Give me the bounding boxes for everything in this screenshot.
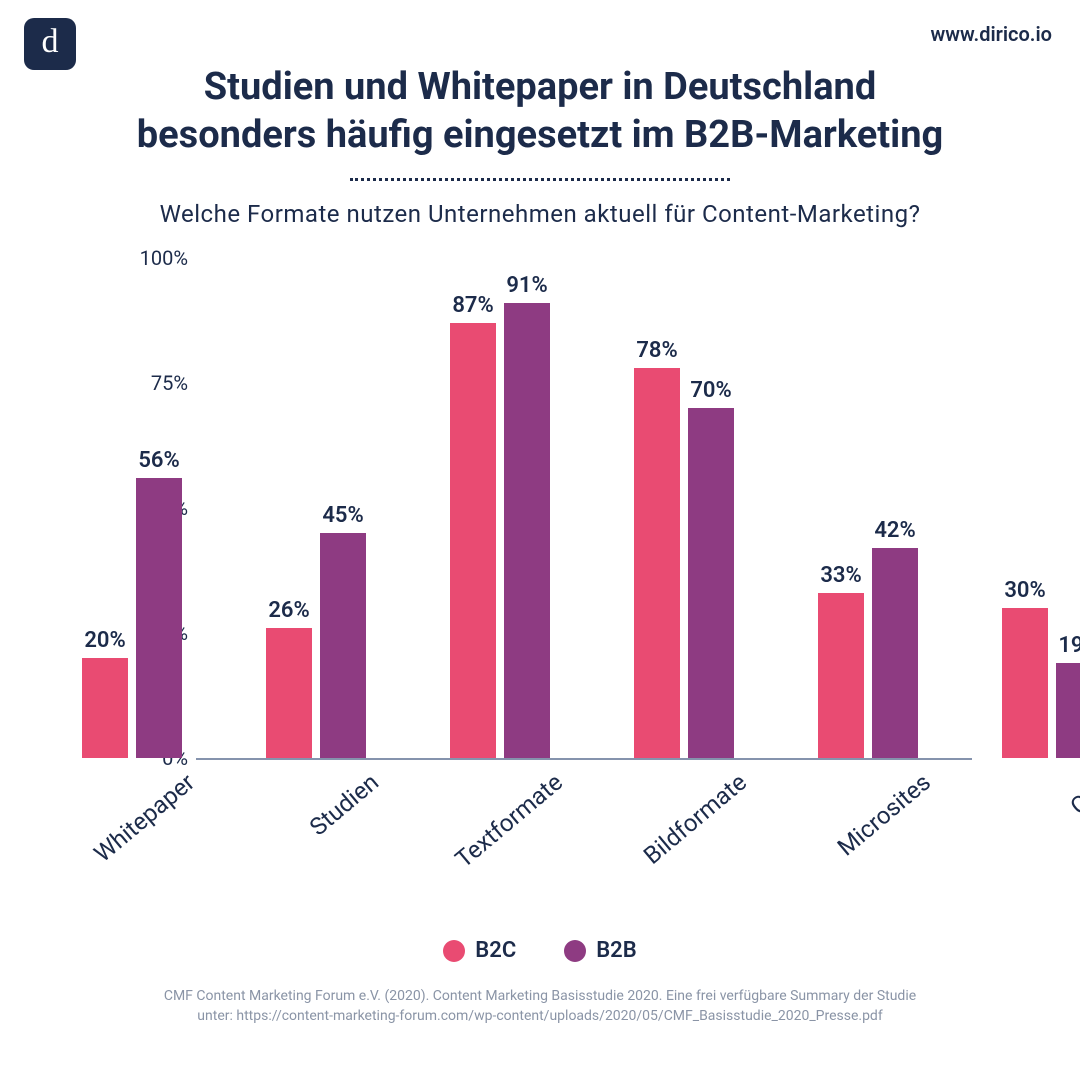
legend-item-b2c: B2C — [443, 938, 516, 963]
bar-value-label: 42% — [874, 518, 915, 543]
title-line-1: Studien und Whitepaper in Deutschland — [80, 64, 1000, 112]
bar: 45% — [320, 533, 366, 758]
source-line-1: CMF Content Marketing Forum e.V. (2020).… — [70, 986, 1010, 1006]
x-category-label: Bildformate — [627, 768, 752, 879]
bar-value-label: 87% — [452, 293, 493, 318]
bar: 19% — [1056, 663, 1080, 758]
bar: 26% — [266, 628, 312, 758]
bar-value-label: 91% — [506, 273, 547, 298]
bar-value-label: 30% — [1004, 578, 1045, 603]
bar-value-label: 19% — [1058, 633, 1080, 658]
legend-swatch-b2c — [443, 940, 465, 962]
legend-label-b2c: B2C — [475, 938, 516, 963]
bar-value-label: 26% — [268, 598, 309, 623]
y-tick: 75% — [124, 371, 188, 395]
x-category-label: GIFs — [995, 768, 1080, 879]
page-title: Studien und Whitepaper in Deutschland be… — [0, 64, 1080, 159]
bar: 91% — [504, 303, 550, 758]
bar-chart: 0%25%50%75%100%20%56%26%45%87%91%78%70%3… — [124, 258, 972, 818]
title-divider — [350, 178, 730, 181]
bar: 70% — [688, 408, 734, 758]
source-citation: CMF Content Marketing Forum e.V. (2020).… — [0, 986, 1080, 1027]
bar: 33% — [818, 593, 864, 758]
legend-swatch-b2b — [564, 940, 586, 962]
legend-item-b2b: B2B — [564, 938, 637, 963]
x-category-label: Textformate — [443, 768, 568, 879]
legend-label-b2b: B2B — [596, 938, 637, 963]
bar-value-label: 45% — [322, 503, 363, 528]
source-line-2: unter: https://content-marketing-forum.c… — [70, 1006, 1010, 1026]
subtitle: Welche Formate nutzen Unternehmen aktuel… — [0, 200, 1080, 228]
bar: 42% — [872, 548, 918, 758]
bar-value-label: 20% — [84, 628, 125, 653]
x-category-label: Whitepaper — [75, 768, 200, 879]
bar-value-label: 56% — [138, 448, 179, 473]
plot-area: 0%25%50%75%100%20%56%26%45%87%91%78%70%3… — [196, 258, 972, 760]
x-category-label: Studien — [259, 768, 384, 879]
bar: 30% — [1002, 608, 1048, 758]
title-line-2: besonders häufig eingesetzt im B2B-Marke… — [80, 112, 1000, 160]
bar: 87% — [450, 323, 496, 758]
bar-value-label: 78% — [636, 338, 677, 363]
bar: 20% — [82, 658, 128, 758]
bar: 78% — [634, 368, 680, 758]
bar-value-label: 70% — [690, 378, 731, 403]
site-url: www.dirico.io — [930, 22, 1052, 46]
x-category-label: Microsites — [811, 768, 936, 879]
brand-logo-letter: d — [42, 23, 59, 61]
y-tick: 100% — [124, 246, 188, 270]
legend: B2C B2B — [0, 938, 1080, 963]
brand-logo: d — [24, 18, 76, 70]
bar-value-label: 33% — [820, 563, 861, 588]
bar: 56% — [136, 478, 182, 758]
